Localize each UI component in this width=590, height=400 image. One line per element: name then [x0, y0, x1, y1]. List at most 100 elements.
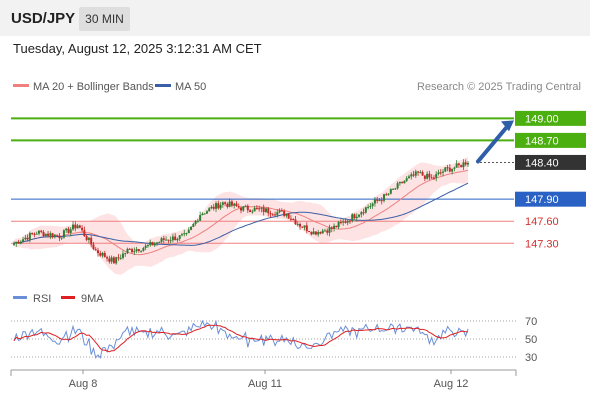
candle-body: [99, 253, 102, 256]
candle-body: [260, 207, 263, 209]
candle-body: [210, 206, 213, 209]
candle: [194, 219, 197, 226]
candle: [203, 213, 206, 215]
candle-body: [369, 205, 372, 207]
candle-body: [237, 206, 240, 208]
candle: [37, 230, 40, 236]
candle-body: [432, 177, 435, 179]
candle-body: [371, 203, 374, 206]
candle-body: [394, 188, 397, 190]
candle-body: [94, 249, 97, 251]
candle: [15, 241, 18, 247]
timeframe-label: 30 MIN: [85, 12, 124, 26]
candle-body: [37, 230, 40, 234]
forecast-arrow-head: [501, 120, 514, 132]
candle: [326, 228, 329, 236]
ma20-legend-swatch: [13, 84, 29, 87]
candle-body: [358, 214, 361, 217]
candle-body: [176, 238, 179, 241]
candle: [337, 220, 340, 230]
candle-body: [183, 233, 186, 235]
candle-body: [457, 163, 460, 166]
candle-body: [217, 203, 220, 209]
candle-body: [146, 245, 149, 247]
candle: [262, 204, 265, 216]
candle: [101, 251, 104, 258]
candle: [423, 175, 426, 182]
candle-body: [60, 237, 63, 239]
candle: [364, 206, 367, 214]
candle-body: [407, 176, 410, 179]
candle: [314, 231, 317, 236]
rsi-ma-legend-swatch: [61, 296, 75, 299]
candle: [153, 241, 156, 248]
candle-body: [106, 257, 109, 259]
candle-body: [276, 212, 279, 216]
candle-body: [360, 212, 363, 215]
candle-body: [335, 225, 338, 228]
candle: [176, 237, 179, 243]
bollinger-band: [14, 157, 468, 275]
candle-body: [417, 171, 420, 173]
candle-body: [376, 199, 379, 201]
candle: [244, 204, 247, 207]
candle-body: [190, 226, 193, 230]
candle-body: [215, 203, 218, 209]
candle-body: [62, 230, 65, 238]
candle: [403, 180, 406, 184]
candle-body: [135, 249, 138, 252]
candle: [171, 233, 174, 243]
candle: [296, 221, 299, 227]
candle-body: [323, 230, 326, 232]
candle-body: [153, 243, 156, 246]
candle: [410, 172, 413, 180]
candle: [217, 200, 220, 210]
candle-body: [344, 221, 347, 223]
candle: [383, 193, 386, 203]
candle: [103, 250, 106, 258]
candle: [90, 235, 93, 248]
credit-label: Research © 2025 Trading Central: [417, 81, 581, 93]
datetime-label: Tuesday, August 12, 2025 3:12:31 AM CET: [13, 41, 262, 56]
candle-body: [264, 208, 267, 212]
candle: [160, 237, 163, 244]
candle: [417, 170, 420, 176]
candle: [396, 181, 399, 190]
candle: [165, 236, 168, 241]
candle-body: [15, 241, 18, 244]
candle-body: [373, 199, 376, 204]
candle-body: [267, 208, 270, 214]
candle-body: [201, 213, 204, 216]
candle: [335, 225, 338, 228]
x-tick-label-0: Aug 8: [69, 378, 98, 390]
candle: [242, 206, 245, 212]
candle-body: [233, 203, 236, 206]
candle: [128, 248, 131, 250]
candle: [144, 243, 147, 251]
candle: [389, 188, 392, 195]
x-tick-label-2: Aug 12: [434, 378, 469, 390]
candle: [276, 209, 279, 218]
candle-body: [74, 224, 77, 229]
candle-body: [419, 172, 422, 174]
candle: [205, 210, 208, 214]
candle: [444, 167, 447, 172]
candle-body: [303, 225, 306, 228]
candle-body: [342, 221, 345, 223]
candle: [467, 160, 469, 167]
level-label-0: 149.00: [525, 113, 559, 125]
candle-body: [287, 213, 290, 219]
candle-body: [160, 238, 163, 242]
candle-body: [96, 250, 99, 254]
candle-body: [128, 248, 131, 250]
candle: [226, 202, 229, 209]
candle: [362, 208, 365, 216]
candle: [112, 256, 115, 264]
rsi-line: [13, 319, 469, 359]
candle: [135, 246, 138, 254]
candle: [183, 229, 186, 237]
candle-body: [299, 224, 302, 227]
candle-body: [310, 232, 313, 235]
candle: [19, 240, 22, 245]
candle-body: [385, 194, 388, 196]
